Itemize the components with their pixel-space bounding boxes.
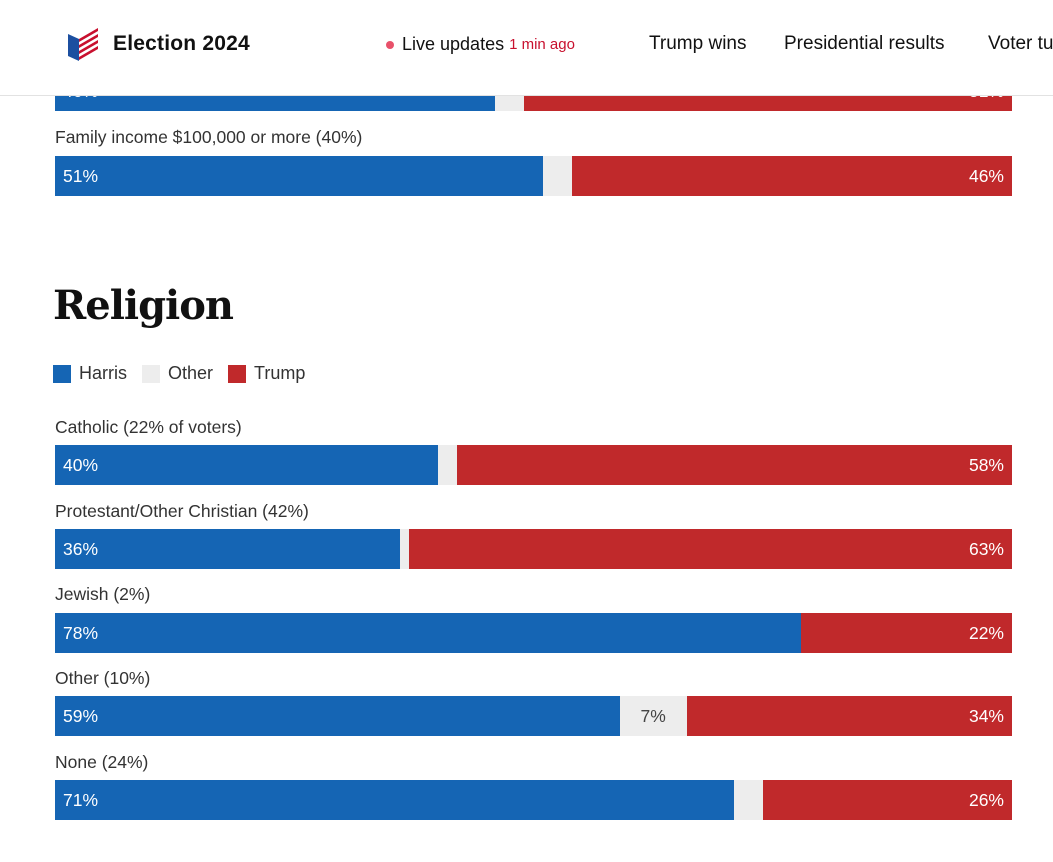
bar-segment-trump	[571, 156, 1012, 196]
row-label-income-100k: Family income $100,000 or more (40%)	[55, 127, 363, 147]
bar-segment-trump	[456, 445, 1012, 485]
legend-swatch-harris	[53, 364, 71, 383]
jewish-bar: 78% 22%	[55, 613, 1012, 653]
trump-percent: 26%	[968, 790, 1004, 810]
bar-segment-trump	[763, 780, 1012, 820]
bar-segment-trump	[409, 529, 1012, 569]
site-title: Election 2024	[113, 32, 250, 55]
nav-link-presidential-results[interactable]: Presidential results	[784, 33, 945, 54]
trump-percent: 34%	[968, 706, 1004, 726]
bar-segment-harris	[55, 613, 802, 653]
live-updates-label: Live updates	[402, 34, 505, 54]
bar-segment-harris	[55, 445, 438, 485]
harris-percent: 36%	[63, 539, 99, 559]
nav-link-voter-turnout[interactable]: Voter turnout	[988, 33, 1053, 54]
top-nav-bar: Election 2024 Live updates 1 min ago Tru…	[0, 0, 1053, 96]
income-100k-bar: 51% 46%	[55, 156, 1012, 196]
bar-segment-trump	[686, 696, 1012, 736]
trump-percent: 58%	[968, 455, 1004, 475]
row-label-jewish: Jewish (2%)	[55, 584, 151, 604]
trump-percent: 22%	[968, 623, 1004, 643]
section-title-religion: Religion	[53, 282, 234, 329]
legend-label-other: Other	[168, 363, 214, 383]
bar-segment-trump	[801, 613, 1012, 653]
bar-segment-harris	[55, 696, 620, 736]
legend-item-other: Other	[142, 363, 213, 384]
live-updates-link[interactable]: Live updates 1 min ago	[386, 34, 575, 55]
catholic-bar: 40% 58%	[55, 445, 1012, 485]
trump-percent: 63%	[968, 539, 1004, 559]
legend-item-trump: Trump	[228, 363, 305, 384]
row-label-catholic: Catholic (22% of voters)	[55, 417, 242, 437]
row-label-protestant: Protestant/Other Christian (42%)	[55, 501, 309, 521]
live-dot-icon	[386, 40, 394, 49]
legend: Harris Other Trump	[53, 363, 320, 384]
legend-swatch-other	[142, 364, 160, 383]
legend-item-harris: Harris	[53, 363, 127, 384]
legend-swatch-trump	[228, 364, 247, 383]
other-religion-bar: 59% 7% 34%	[55, 696, 1012, 736]
brand[interactable]: Election 2024	[66, 26, 250, 62]
harris-percent: 40%	[63, 455, 99, 475]
legend-label-harris: Harris	[79, 363, 127, 383]
bar-segment-harris	[55, 529, 400, 569]
other-percent: 7%	[640, 706, 666, 726]
legend-label-trump: Trump	[254, 363, 306, 383]
row-label-other: Other (10%)	[55, 668, 151, 688]
bar-segment-harris	[55, 780, 735, 820]
live-updates-time: 1 min ago	[509, 36, 575, 53]
none-bar: 71% 26%	[55, 780, 1012, 820]
harris-percent: 59%	[63, 706, 99, 726]
harris-percent: 71%	[63, 790, 99, 810]
harris-percent: 78%	[63, 623, 99, 643]
row-label-none: None (24%)	[55, 752, 149, 772]
flag-logo-icon	[68, 28, 98, 61]
nav-link-trump-wins[interactable]: Trump wins	[649, 33, 747, 54]
harris-percent: 51%	[63, 166, 99, 186]
bar-segment-harris	[55, 156, 544, 196]
trump-percent: 46%	[968, 166, 1004, 186]
protestant-bar: 36% 63%	[55, 529, 1012, 569]
